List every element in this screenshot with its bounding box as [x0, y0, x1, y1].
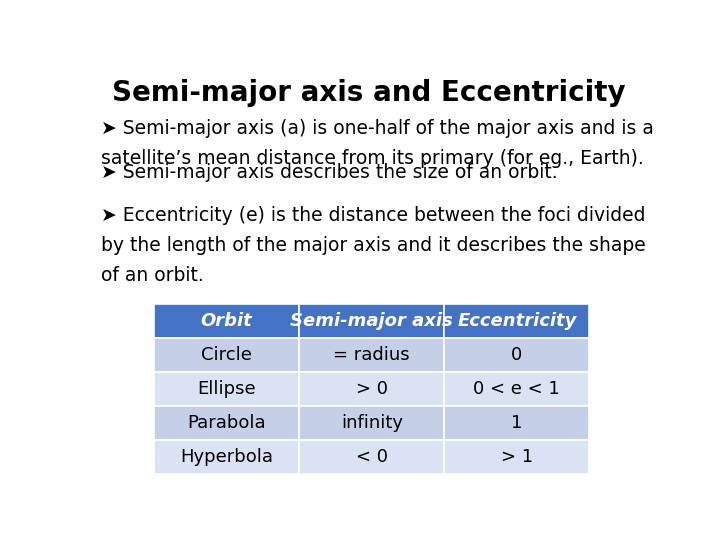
Text: infinity: infinity: [341, 414, 402, 432]
Text: = radius: = radius: [333, 346, 410, 364]
Bar: [444, 304, 590, 338]
Text: Circle: Circle: [202, 346, 252, 364]
Text: satellite’s mean distance from its primary (for eg., Earth).: satellite’s mean distance from its prima…: [101, 149, 644, 168]
Bar: [300, 304, 444, 338]
Text: Eccentricity: Eccentricity: [457, 312, 577, 330]
Text: ➤ Semi-major axis describes the size of an orbit.: ➤ Semi-major axis describes the size of …: [101, 163, 558, 181]
Bar: [154, 372, 300, 406]
Bar: [300, 440, 444, 474]
Bar: [444, 372, 590, 406]
Text: Ellipse: Ellipse: [197, 380, 256, 398]
Text: 1: 1: [511, 414, 523, 432]
Text: > 0: > 0: [356, 380, 388, 398]
Text: ➤ Eccentricity (e) is the distance between the foci divided: ➤ Eccentricity (e) is the distance betwe…: [101, 206, 646, 225]
Text: ➤ Semi-major axis (a) is one-half of the major axis and is a: ➤ Semi-major axis (a) is one-half of the…: [101, 119, 654, 138]
Bar: [300, 338, 444, 372]
Text: Orbit: Orbit: [201, 312, 253, 330]
Bar: [154, 338, 300, 372]
Bar: [300, 406, 444, 440]
Bar: [154, 440, 300, 474]
Text: of an orbit.: of an orbit.: [101, 266, 204, 285]
Bar: [300, 372, 444, 406]
Text: Semi-major axis and Eccentricity: Semi-major axis and Eccentricity: [112, 79, 626, 107]
Text: Hyperbola: Hyperbola: [180, 448, 273, 467]
Bar: [444, 338, 590, 372]
Bar: [444, 406, 590, 440]
Bar: [444, 440, 590, 474]
Text: Parabola: Parabola: [187, 414, 266, 432]
Bar: [154, 304, 300, 338]
Text: Semi-major axis: Semi-major axis: [290, 312, 453, 330]
Text: > 1: > 1: [501, 448, 533, 467]
Text: by the length of the major axis and it describes the shape: by the length of the major axis and it d…: [101, 236, 646, 255]
Bar: [154, 406, 300, 440]
Text: < 0: < 0: [356, 448, 388, 467]
Text: 0: 0: [511, 346, 523, 364]
Text: 0 < e < 1: 0 < e < 1: [474, 380, 560, 398]
